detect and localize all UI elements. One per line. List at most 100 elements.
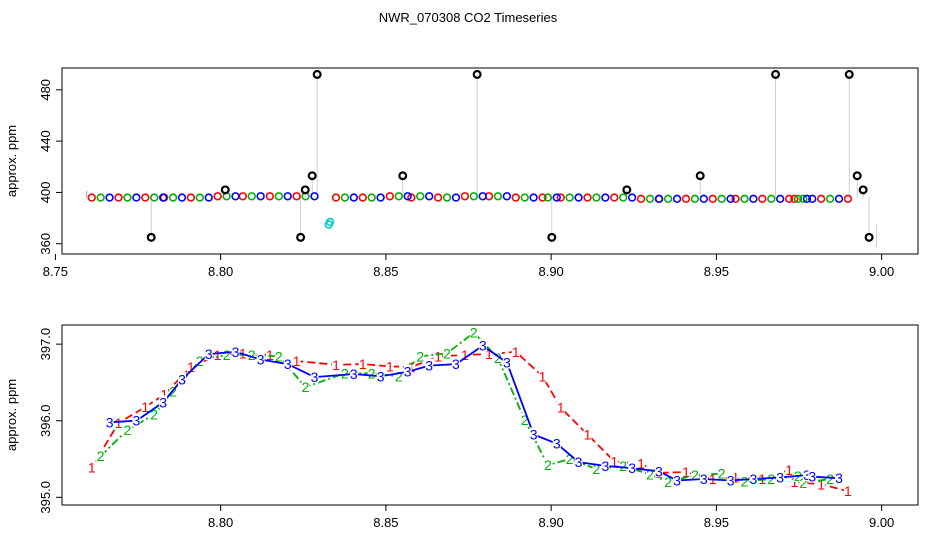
data-point [96, 193, 105, 202]
data-point [784, 194, 794, 204]
label-backdrop [247, 347, 256, 361]
data-point [416, 192, 425, 201]
label-backdrop [425, 358, 434, 372]
data-point [407, 193, 416, 202]
label-backdrop [610, 454, 619, 468]
data-point [843, 194, 853, 204]
series-point-label: 2 [124, 422, 132, 438]
label-backdrop [123, 422, 132, 436]
data-point [87, 193, 96, 202]
label-backdrop [96, 448, 105, 462]
series-point-label: 3 [350, 366, 358, 382]
data-point [771, 69, 781, 79]
data-point [296, 232, 306, 242]
data-point [123, 193, 132, 202]
label-backdrop [195, 354, 204, 367]
series-point-label: 1 [141, 399, 149, 415]
data-point [340, 193, 350, 202]
label-backdrop [478, 338, 487, 352]
label-backdrop [434, 349, 443, 363]
data-point [636, 194, 646, 204]
data-point [844, 69, 854, 79]
series-line [100, 331, 831, 484]
data-point [150, 193, 159, 202]
data-point [398, 171, 408, 181]
data-point [247, 192, 256, 201]
data-point [618, 193, 628, 202]
series-point-label: 2 [275, 348, 283, 364]
data-point [852, 171, 862, 181]
series-point-label: 1 [461, 347, 469, 363]
data-point [592, 193, 601, 202]
label-backdrop [817, 477, 826, 491]
label-backdrop [493, 350, 502, 364]
label-backdrop [310, 370, 319, 384]
series-point-label: 3 [601, 458, 609, 474]
label-backdrop [690, 468, 699, 482]
data-point [816, 194, 826, 204]
label-backdrop [231, 344, 240, 358]
data-point [758, 194, 767, 204]
data-point [502, 192, 512, 201]
series-point-label: 2 [494, 350, 502, 366]
label-backdrop [443, 346, 452, 360]
series-point-label: 1 [539, 368, 547, 384]
y-tick-label: 397.0 [38, 328, 53, 361]
data-point [158, 193, 168, 202]
series-point-label: 3 [503, 355, 511, 371]
label-backdrop [843, 484, 852, 498]
data-point [105, 193, 114, 202]
series-point-label: 2 [826, 471, 834, 487]
series-line [109, 344, 840, 482]
data-point [141, 193, 150, 202]
data-point [690, 194, 700, 204]
data-point [654, 194, 664, 204]
label-backdrop [283, 357, 292, 371]
data-point [213, 192, 222, 201]
series-point-label: 1 [160, 387, 168, 403]
data-point [283, 192, 292, 201]
data-point [858, 185, 868, 195]
series-point-label: 1 [485, 346, 493, 362]
series-point-label: 1 [584, 427, 592, 443]
label-backdrop [740, 474, 749, 488]
data-point [114, 193, 123, 202]
series-point-label: 3 [835, 470, 843, 486]
label-backdrop [186, 360, 195, 374]
label-backdrop [177, 372, 186, 386]
series-point-label: 3 [178, 371, 186, 387]
series-point-label: 1 [214, 347, 222, 363]
series-point-label: 3 [803, 467, 811, 483]
series-point-label: 3 [311, 369, 319, 385]
data-point [231, 192, 240, 201]
data-point [825, 194, 835, 204]
series-point-label: 2 [443, 345, 451, 361]
series-point-label: 3 [700, 471, 708, 487]
series-point-label: 3 [575, 454, 583, 470]
data-point [403, 192, 412, 201]
data-point [556, 193, 565, 202]
data-point [325, 217, 335, 227]
label-backdrop [520, 412, 529, 426]
data-point [538, 193, 547, 202]
label-backdrop [331, 357, 340, 371]
data-point [177, 193, 187, 202]
label-backdrop [673, 473, 682, 487]
series-point-label: 2 [664, 474, 672, 490]
label-backdrop [451, 357, 460, 371]
data-point [790, 194, 799, 204]
x-tick-label: 8.90 [538, 264, 563, 279]
data-point [775, 194, 785, 204]
series-point-label: 2 [593, 461, 601, 477]
series-point-label: 3 [776, 469, 784, 485]
series-point-label: 1 [732, 469, 740, 485]
series-point-label: 2 [799, 475, 807, 491]
label-backdrop [645, 467, 654, 481]
series-point-label: 1 [332, 357, 340, 373]
data-point [238, 192, 247, 201]
label-backdrop [529, 427, 538, 441]
series-point-label: 2 [544, 457, 552, 473]
label-backdrop [358, 357, 367, 371]
series-point-label: 3 [232, 344, 240, 360]
label-backdrop [776, 470, 785, 484]
